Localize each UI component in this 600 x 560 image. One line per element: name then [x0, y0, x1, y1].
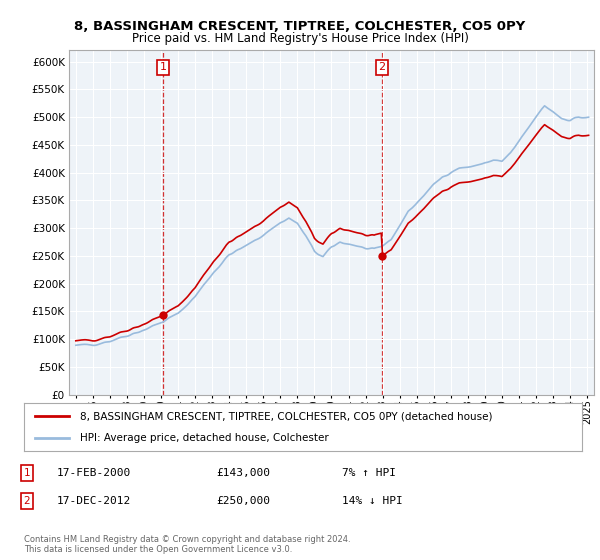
Text: £143,000: £143,000 [216, 468, 270, 478]
Text: 17-FEB-2000: 17-FEB-2000 [57, 468, 131, 478]
Text: 2: 2 [379, 63, 386, 72]
Text: 1: 1 [160, 63, 167, 72]
Text: 8, BASSINGHAM CRESCENT, TIPTREE, COLCHESTER, CO5 0PY: 8, BASSINGHAM CRESCENT, TIPTREE, COLCHES… [74, 20, 526, 32]
Text: 14% ↓ HPI: 14% ↓ HPI [342, 496, 403, 506]
Text: 1: 1 [23, 468, 31, 478]
Text: £250,000: £250,000 [216, 496, 270, 506]
Text: 2: 2 [23, 496, 31, 506]
Text: HPI: Average price, detached house, Colchester: HPI: Average price, detached house, Colc… [80, 433, 329, 443]
Text: Price paid vs. HM Land Registry's House Price Index (HPI): Price paid vs. HM Land Registry's House … [131, 32, 469, 45]
Text: 17-DEC-2012: 17-DEC-2012 [57, 496, 131, 506]
Text: 7% ↑ HPI: 7% ↑ HPI [342, 468, 396, 478]
Text: 8, BASSINGHAM CRESCENT, TIPTREE, COLCHESTER, CO5 0PY (detached house): 8, BASSINGHAM CRESCENT, TIPTREE, COLCHES… [80, 411, 493, 421]
Text: Contains HM Land Registry data © Crown copyright and database right 2024.
This d: Contains HM Land Registry data © Crown c… [24, 535, 350, 554]
